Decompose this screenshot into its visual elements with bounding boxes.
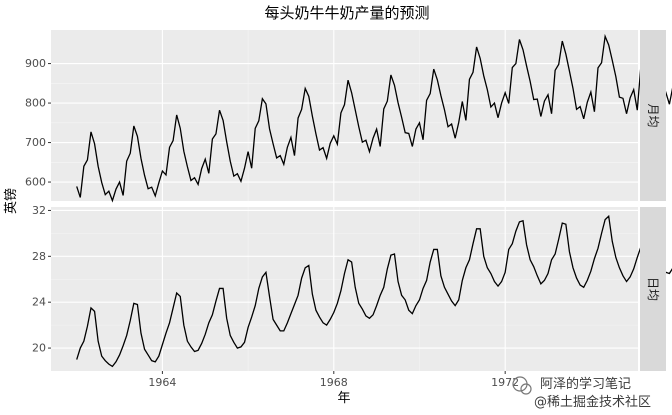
strip-label-daily: 日均 (646, 277, 660, 301)
strip-monthly (640, 30, 666, 201)
watermark: 阿泽的学习笔记 @稀土掘金技术社区 (512, 376, 651, 410)
panel-monthly-grid (51, 30, 638, 201)
y-axis-ticks-monthly: 600 700 800 900 (25, 57, 51, 189)
watermark-line1: 阿泽的学习笔记 (540, 376, 631, 392)
y-tick-label-daily: 28 (32, 250, 46, 263)
y-tick-label-monthly: 800 (25, 97, 46, 110)
y-axis-title: 英镑 (3, 188, 19, 214)
panel-monthly-background (51, 30, 638, 201)
panel-daily-background (51, 207, 638, 371)
x-tick-label: 1968 (320, 376, 348, 389)
x-axis-ticks: 1964 1968 1972 (148, 371, 519, 389)
strip-label-monthly: 月均 (646, 103, 660, 127)
series-line-monthly (76, 33, 672, 203)
y-tick-label-daily: 20 (32, 342, 46, 355)
y-tick-label-daily: 32 (32, 204, 46, 217)
x-axis-title: 年 (337, 391, 350, 406)
y-axis-ticks-daily: 20 24 28 32 (32, 204, 51, 355)
x-tick-label: 1972 (491, 376, 519, 389)
wechat-icon-bubble (520, 383, 532, 395)
y-tick-label-monthly: 700 (25, 136, 46, 149)
y-tick-label-daily: 24 (32, 296, 46, 309)
series-line-daily (76, 214, 672, 368)
y-tick-label-monthly: 600 (25, 176, 46, 189)
strip-daily (640, 207, 666, 371)
y-tick-label-monthly: 900 (25, 57, 46, 70)
panel-daily-grid (51, 207, 638, 371)
watermark-line2: @稀土掘金技术社区 (534, 394, 651, 410)
x-tick-label: 1964 (148, 376, 176, 389)
chart-title: 每头奶牛牛奶产量的预测 (264, 4, 429, 22)
